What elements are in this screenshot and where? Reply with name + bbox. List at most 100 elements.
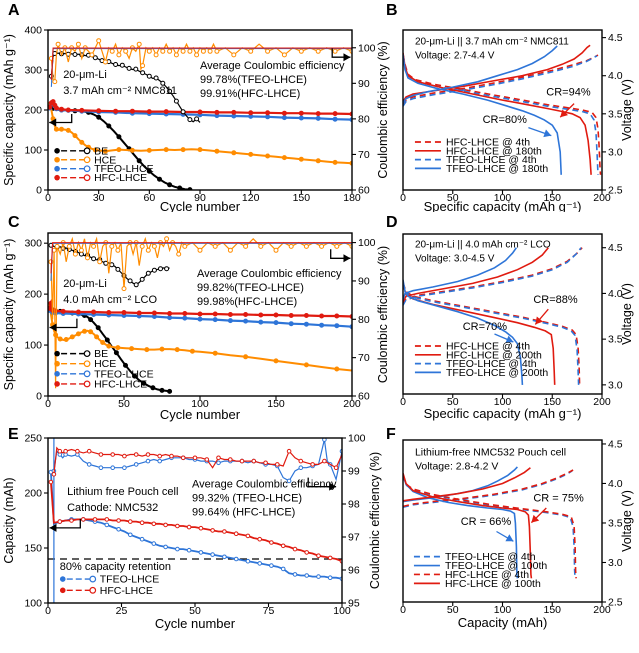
series-marker: [269, 563, 274, 568]
series-marker: [192, 455, 198, 461]
legend-label: TFEO-LHCE @ 4th: [445, 551, 536, 563]
series-marker: [298, 458, 304, 464]
y-left-tick-label: 200: [24, 488, 42, 500]
series-marker: [53, 126, 59, 132]
series-marker: [182, 243, 188, 249]
annotation-text: Voltage: 2.8-4.2 V: [415, 460, 498, 472]
series-marker: [57, 448, 63, 454]
y-right-tick-label: 60: [358, 185, 370, 197]
series-marker: [316, 553, 321, 558]
y-right-tick-label: 3.5: [608, 108, 623, 120]
series-marker: [167, 315, 173, 321]
panel-f-voltage-pouch: 0 50 100 150 200 Capacity (mAh) 2.5 3.0 3.5 4.0 4.…: [395, 424, 639, 653]
series-marker: [72, 52, 78, 57]
series-marker: [65, 107, 71, 113]
series-marker: [150, 385, 156, 391]
x-tick-label: 50: [447, 604, 459, 616]
y-left-axis-title: Capacity (mAh): [2, 477, 16, 563]
y-right-axis-title: Coulombic efficiency (%): [376, 246, 390, 383]
legend-open-marker-icon: [83, 165, 91, 173]
y-left-tick-label: 300: [24, 238, 42, 250]
series-marker: [109, 48, 115, 54]
series-marker: [65, 127, 71, 133]
annotation-arrow: [307, 477, 337, 488]
series-marker: [153, 75, 159, 81]
series-marker: [92, 147, 98, 153]
legend-label: HCE: [94, 154, 116, 166]
series-marker: [158, 266, 163, 272]
series-marker: [273, 312, 279, 318]
series-line: [403, 472, 533, 579]
series-marker: [160, 80, 166, 86]
series-marker: [214, 148, 220, 154]
series-marker: [334, 243, 340, 249]
x-tick-label: 200: [343, 398, 361, 410]
series-marker: [75, 448, 80, 454]
series-marker: [96, 108, 102, 114]
series-marker: [298, 48, 304, 54]
series-marker: [257, 536, 263, 542]
series-marker: [281, 110, 287, 116]
legend-open-marker-icon: [89, 586, 97, 594]
annotation-text: 99.98%(HFC-LHCE): [197, 296, 297, 308]
arrow-head: [49, 118, 57, 127]
series-marker: [151, 310, 157, 316]
annotation-text: Average Coulombic efficiency: [192, 479, 337, 491]
y-left-axis-title: Specific capacity (mAh g⁻¹): [2, 239, 16, 391]
series-marker: [79, 107, 85, 113]
series-marker: [315, 111, 321, 117]
series-marker: [132, 373, 138, 379]
series-marker: [322, 438, 327, 442]
series-marker: [212, 311, 218, 317]
series-marker: [288, 313, 294, 318]
series-marker: [273, 247, 279, 253]
y-left-tick-label: 100: [24, 145, 42, 157]
series-marker: [222, 529, 227, 534]
legend-filled-marker-icon: [59, 576, 66, 582]
x-tick-label: 60: [143, 192, 155, 204]
series-marker: [136, 310, 142, 316]
series-marker: [78, 247, 84, 253]
series-marker: [228, 457, 233, 462]
series-marker: [146, 168, 152, 174]
series-marker: [265, 48, 271, 54]
series-marker: [197, 109, 203, 115]
series-marker: [194, 116, 200, 122]
series-marker: [187, 117, 193, 123]
y-right-axis-title: Coulombic efficiency (%): [368, 452, 382, 589]
annotation-text: 20-μm-Li: [63, 278, 107, 290]
arrow-head: [343, 254, 351, 263]
legend-open-marker-icon: [83, 147, 91, 155]
series-marker: [200, 48, 206, 54]
series-marker: [72, 251, 78, 257]
series-marker: [216, 460, 221, 466]
series-line: [403, 45, 558, 104]
series-marker: [243, 354, 249, 360]
plot-area-B: [403, 44, 602, 175]
x-tick-label: 0: [400, 192, 406, 204]
series-marker: [189, 348, 195, 354]
series-marker: [146, 147, 152, 153]
series-marker: [163, 522, 168, 528]
annotation-text: 20-μm-Li: [63, 69, 107, 81]
y-left-tick-label: 200: [24, 289, 42, 301]
x-tick-label: 30: [93, 192, 105, 204]
series-marker: [115, 247, 121, 253]
series-marker: [163, 147, 169, 153]
series-marker: [258, 312, 264, 318]
series-marker: [319, 322, 325, 328]
series-marker: [231, 150, 237, 156]
arrow-head: [329, 482, 337, 491]
series-marker: [298, 110, 304, 116]
series-marker: [69, 334, 75, 340]
y-right-tick-label: 3.0: [608, 379, 623, 391]
y-right-tick-label: 99: [348, 466, 360, 478]
y-left-tick-label: 100: [24, 340, 42, 352]
series-marker: [53, 105, 59, 111]
series-marker: [245, 558, 251, 564]
series-marker: [265, 110, 271, 116]
series-marker: [186, 547, 192, 553]
series-marker: [303, 321, 309, 327]
x-tick-label: 150: [293, 192, 311, 204]
series-marker: [322, 458, 327, 464]
